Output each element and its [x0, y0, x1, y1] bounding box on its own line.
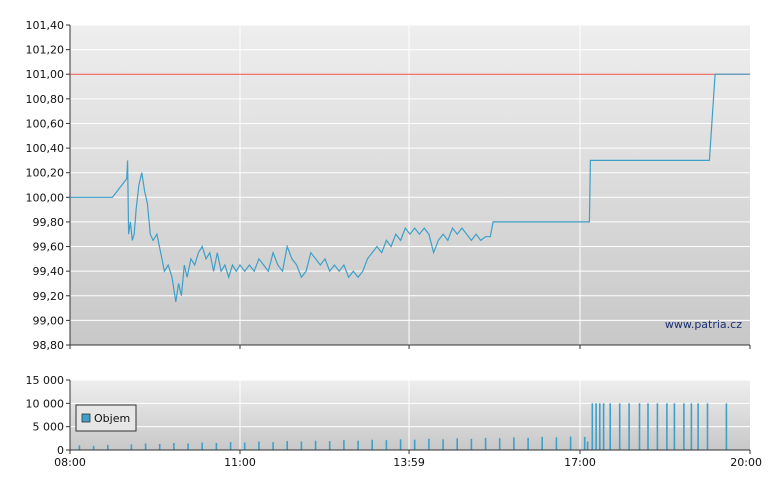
volume-bar	[343, 440, 345, 450]
y-tick-label: 100,00	[26, 191, 65, 204]
volume-bar	[638, 403, 641, 450]
y-tick-label: 100,20	[26, 167, 65, 180]
volume-bar	[484, 437, 487, 450]
y-tick-label: 99,20	[33, 290, 65, 303]
volume-bar	[602, 403, 605, 450]
legend-label: Objem	[94, 412, 130, 425]
volume-bar	[456, 438, 458, 450]
volume-bar	[586, 441, 589, 450]
volume-bar	[187, 443, 189, 450]
volume-bar	[357, 440, 359, 450]
x-tick-label: 11:00	[224, 456, 256, 469]
y-tick-label: 100,60	[26, 117, 65, 130]
volume-bar	[173, 443, 175, 450]
volume-bar	[413, 439, 416, 450]
volume-bar	[656, 403, 659, 450]
volume-chart-panel: 15 000 10 000 5 000 008:00 11:00 13:59 17:00 20…	[26, 374, 763, 469]
volume-bar	[470, 438, 473, 450]
volume-bar	[595, 403, 597, 450]
volume-bar	[229, 442, 232, 450]
legend-swatch	[81, 413, 91, 423]
x-tick-label: 13:59	[393, 456, 425, 469]
volume-legend: Objem	[75, 404, 137, 432]
volume-bar	[300, 441, 303, 450]
volume-bar	[541, 436, 543, 450]
volume-bar	[442, 439, 444, 450]
volume-bar	[428, 438, 430, 450]
volume-bar	[144, 443, 147, 450]
volume-bar	[725, 403, 728, 450]
volume-bar	[527, 437, 529, 450]
y-tick-label: 101,00	[26, 68, 65, 81]
y-tick-label: 99,60	[33, 241, 65, 254]
y-tick-label: 99,40	[33, 265, 65, 278]
y-tick-label: 99,80	[33, 216, 65, 229]
x-tick-label: 17:00	[564, 456, 596, 469]
volume-plot-background	[70, 380, 750, 450]
y-tick-label: 101,40	[26, 19, 65, 32]
volume-bar	[666, 403, 668, 450]
volume-bar	[78, 445, 81, 450]
y-tick-label: 101,20	[26, 44, 65, 57]
volume-bar	[243, 442, 246, 450]
price-plot-background	[70, 25, 750, 345]
volume-bar	[697, 403, 699, 450]
volume-bar	[215, 443, 218, 450]
volume-bar	[591, 403, 594, 450]
volume-bar	[628, 403, 630, 450]
volume-bar	[92, 445, 95, 450]
watermark-text: www.patria.cz	[665, 318, 742, 331]
volume-y-tick-label: 10 000	[26, 397, 65, 410]
volume-bar	[371, 439, 373, 450]
price-series-line	[70, 73, 750, 302]
x-tick-label: 08:00	[54, 456, 86, 469]
volume-bar	[314, 440, 317, 450]
volume-bar	[609, 403, 611, 450]
volume-bar	[201, 442, 203, 450]
y-tick-label: 100,40	[26, 142, 65, 155]
volume-bar	[385, 440, 388, 450]
volume-bar	[706, 403, 709, 450]
volume-bar	[328, 441, 331, 450]
y-tick-label: 100,80	[26, 93, 65, 106]
volume-y-tick-label: 0	[57, 444, 64, 457]
volume-bar	[107, 444, 109, 450]
volume-bar	[272, 442, 274, 450]
volume-bar	[286, 441, 288, 450]
volume-bar	[690, 403, 693, 450]
volume-bar	[683, 403, 685, 450]
volume-y-tick-label: 15 000	[26, 374, 65, 387]
volume-bar	[513, 437, 515, 450]
y-tick-label: 99,00	[33, 314, 65, 327]
volume-bar	[130, 444, 133, 450]
volume-bar	[569, 436, 572, 450]
price-chart-panel: 101,40 101,20 101,00 100,80 100,60 100,40 100,…	[26, 19, 751, 352]
y-tick-label: 98,80	[33, 339, 65, 352]
volume-bar	[158, 443, 161, 450]
volume-bar	[258, 441, 260, 450]
volume-bar	[583, 436, 586, 450]
volume-bar	[555, 437, 558, 450]
volume-bar	[647, 403, 649, 450]
volume-y-tick-label: 5 000	[33, 421, 65, 434]
volume-bar	[618, 403, 621, 450]
x-tick-label: 20:00	[730, 456, 762, 469]
volume-bar	[498, 438, 501, 450]
volume-bar	[673, 403, 676, 450]
volume-bar	[399, 439, 402, 450]
volume-bar	[599, 403, 601, 450]
